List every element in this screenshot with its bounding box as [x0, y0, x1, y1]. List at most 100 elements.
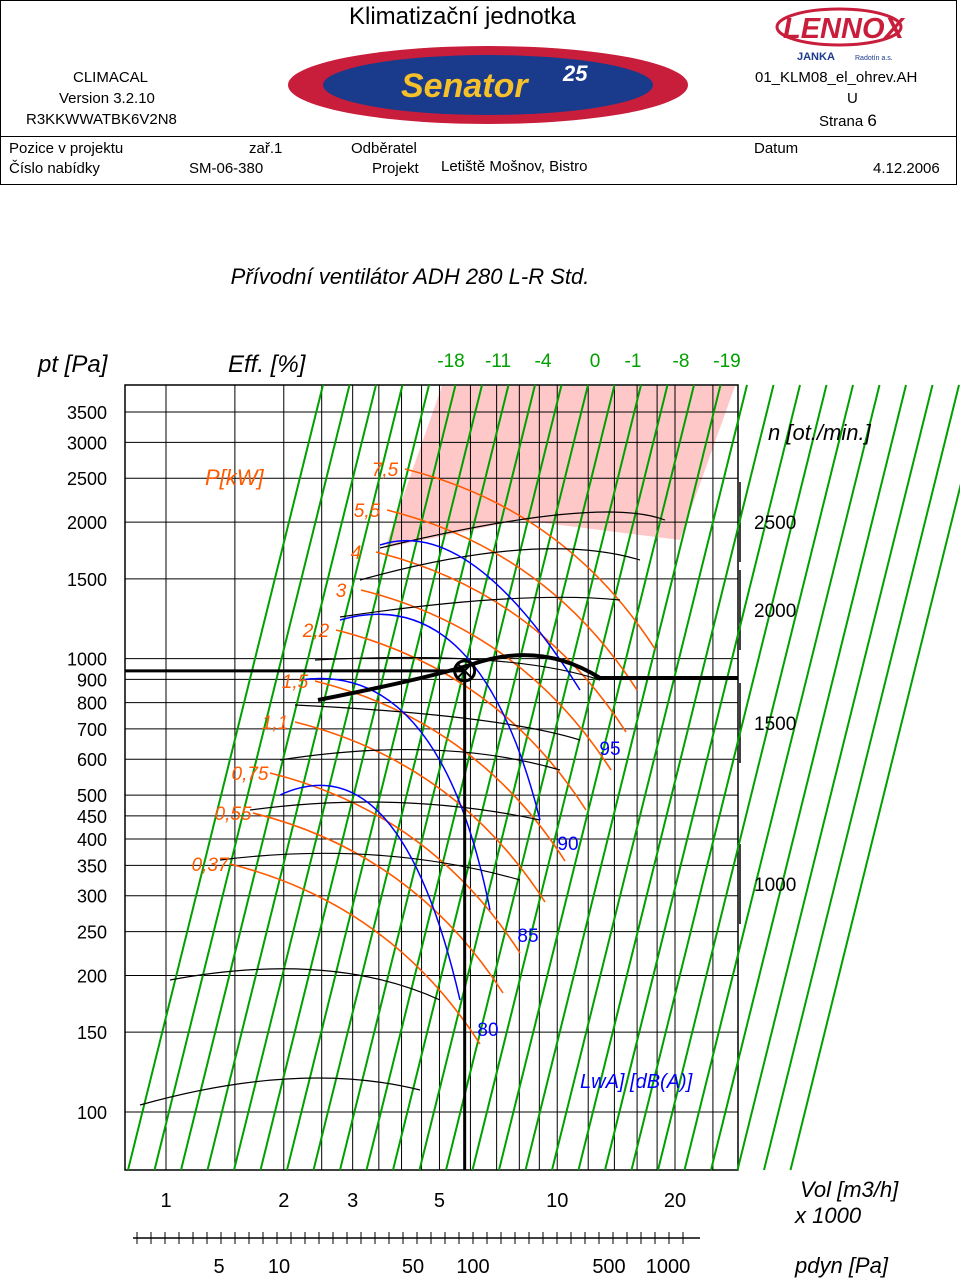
- pressure-tick-label: 1500: [67, 570, 107, 590]
- unit-code: R3KKWWATBK6V2N8: [26, 111, 177, 128]
- efficiency-line: [180, 384, 377, 1171]
- volume-axis-title: Vol [m3/h]: [800, 1177, 899, 1202]
- efficiency-line: [683, 384, 881, 1171]
- efficiency-line: [445, 384, 642, 1171]
- pressure-tick-label: 500: [77, 786, 107, 806]
- efficiency-line: [471, 384, 669, 1171]
- noise-tick-label: 95: [599, 739, 620, 760]
- speed-curve: [219, 852, 521, 881]
- efficiency-line: [524, 384, 722, 1171]
- noise-tick-label: 90: [557, 834, 578, 855]
- date-label: Datum: [754, 140, 799, 157]
- speed-tick-label: 2500: [754, 513, 796, 534]
- dynamic-pressure-tick-label: 500: [592, 1256, 625, 1278]
- pressure-tick-label: 700: [77, 720, 107, 740]
- power-curve: [335, 629, 587, 811]
- efficiency-line: [259, 384, 457, 1171]
- power-curve: [386, 509, 638, 691]
- power-curve: [404, 468, 656, 650]
- pressure-tick-label: 400: [77, 830, 107, 850]
- efficiency-line: [551, 384, 748, 1171]
- efficiency-line: [577, 384, 775, 1171]
- pressure-tick-label: 300: [77, 887, 107, 907]
- power-tick-label: 0,55: [215, 804, 252, 825]
- efficiency-line: [206, 384, 404, 1171]
- position-label: Pozice v projektu: [9, 140, 124, 157]
- speed-tick-label: 2000: [754, 601, 796, 622]
- efficiency-tick-label: -4: [535, 351, 552, 372]
- pressure-tick-label: 450: [77, 807, 107, 827]
- efficiency-line: [763, 384, 960, 1171]
- project-label: Projekt: [372, 160, 419, 177]
- pressure-tick-label: 350: [77, 856, 107, 876]
- dynamic-pressure-tick-label: 50: [402, 1256, 424, 1278]
- date-value: 4.12.2006: [873, 160, 940, 177]
- plot-frame: [124, 384, 739, 1171]
- dynamic-pressure-tick-label: 1000: [646, 1256, 691, 1278]
- pressure-tick-label: 2000: [67, 513, 107, 533]
- forbidden-zone-area: [385, 386, 735, 548]
- efficiency-line: [657, 384, 854, 1171]
- senator-logo: Senator 25: [288, 46, 688, 124]
- power-tick-label: 0,37: [192, 855, 230, 876]
- position-value: zař.1: [249, 140, 283, 157]
- noise-curve: [379, 540, 581, 691]
- volume-multiplier: x 1000: [794, 1203, 862, 1228]
- noise-curve: [339, 613, 541, 821]
- volume-tick-label: 20: [664, 1190, 686, 1212]
- volume-tick-label: 2: [278, 1190, 289, 1212]
- lennox-logo: LENNOX JANKA Radotín a.s.: [775, 7, 906, 63]
- efficiency-axis-title: Eff. [%]: [228, 351, 307, 378]
- efficiency-tick-label: 0: [590, 351, 601, 372]
- dynamic-pressure-axis-title: pdyn [Pa]: [794, 1253, 889, 1278]
- power-curve: [294, 721, 546, 903]
- speed-curve: [379, 511, 666, 549]
- speed-curve: [139, 1077, 421, 1106]
- noise-tick-label: 85: [517, 926, 538, 947]
- fan-chart: 3500300025002000150010009008007006005004…: [37, 351, 960, 1278]
- volume-tick-label: 5: [434, 1190, 445, 1212]
- efficiency-line: [604, 384, 801, 1171]
- noise-curve: [299, 677, 491, 911]
- project-value: Letiště Mošnov, Bistro: [441, 158, 588, 175]
- speed-curve: [339, 596, 621, 618]
- efficiency-tick-label: -19: [713, 351, 740, 372]
- pressure-tick-label: 100: [77, 1103, 107, 1123]
- senator-number: 25: [562, 61, 588, 86]
- efficiency-line: [418, 384, 616, 1171]
- speed-curve: [249, 801, 541, 821]
- software-name: CLIMACAL: [73, 69, 149, 86]
- chart-title: Přívodní ventilátor ADH 280 L-R Std.: [230, 264, 590, 289]
- efficiency-tick-label: -8: [673, 351, 690, 372]
- speed-curve: [169, 968, 441, 1001]
- pressure-tick-label: 800: [77, 694, 107, 714]
- noise-axis-title: LwA] [dB(A)]: [580, 1071, 693, 1093]
- speed-tick-label: 1500: [754, 714, 796, 735]
- efficiency-line: [286, 384, 483, 1171]
- pressure-axis-title: pt [Pa]: [37, 351, 109, 378]
- power-tick-label: 4: [351, 543, 362, 564]
- header-separator: [1, 136, 956, 137]
- efficiency-line: [710, 384, 907, 1171]
- volume-tick-label: 1: [160, 1190, 171, 1212]
- document-header: Klimatizační jednotka CLIMACAL Version 3…: [0, 0, 957, 185]
- pressure-tick-label: 900: [77, 670, 107, 690]
- radotin-text: Radotín a.s.: [855, 55, 893, 62]
- power-tick-label: 1,1: [262, 713, 288, 734]
- dynamic-pressure-tick-label: 100: [456, 1256, 489, 1278]
- noise-curve: [279, 784, 461, 1001]
- senator-text: Senator: [401, 67, 529, 105]
- efficiency-line: [789, 483, 960, 1171]
- power-tick-label: 7,5: [372, 460, 399, 481]
- power-curve: [269, 772, 521, 954]
- speed-axis-title: n [ot./min.]: [768, 420, 872, 445]
- offer-label: Číslo nabídky: [9, 160, 100, 177]
- operating-point-cross: [456, 663, 473, 679]
- lennox-text: LENNOX: [783, 13, 906, 45]
- pressure-tick-label: 150: [77, 1023, 107, 1043]
- offer-value: SM-06-380: [189, 160, 264, 177]
- janka-text: JANKA: [797, 51, 835, 63]
- efficiency-tick-label: -18: [437, 351, 464, 372]
- file-suffix: U: [847, 90, 858, 107]
- speed-curve: [279, 748, 561, 771]
